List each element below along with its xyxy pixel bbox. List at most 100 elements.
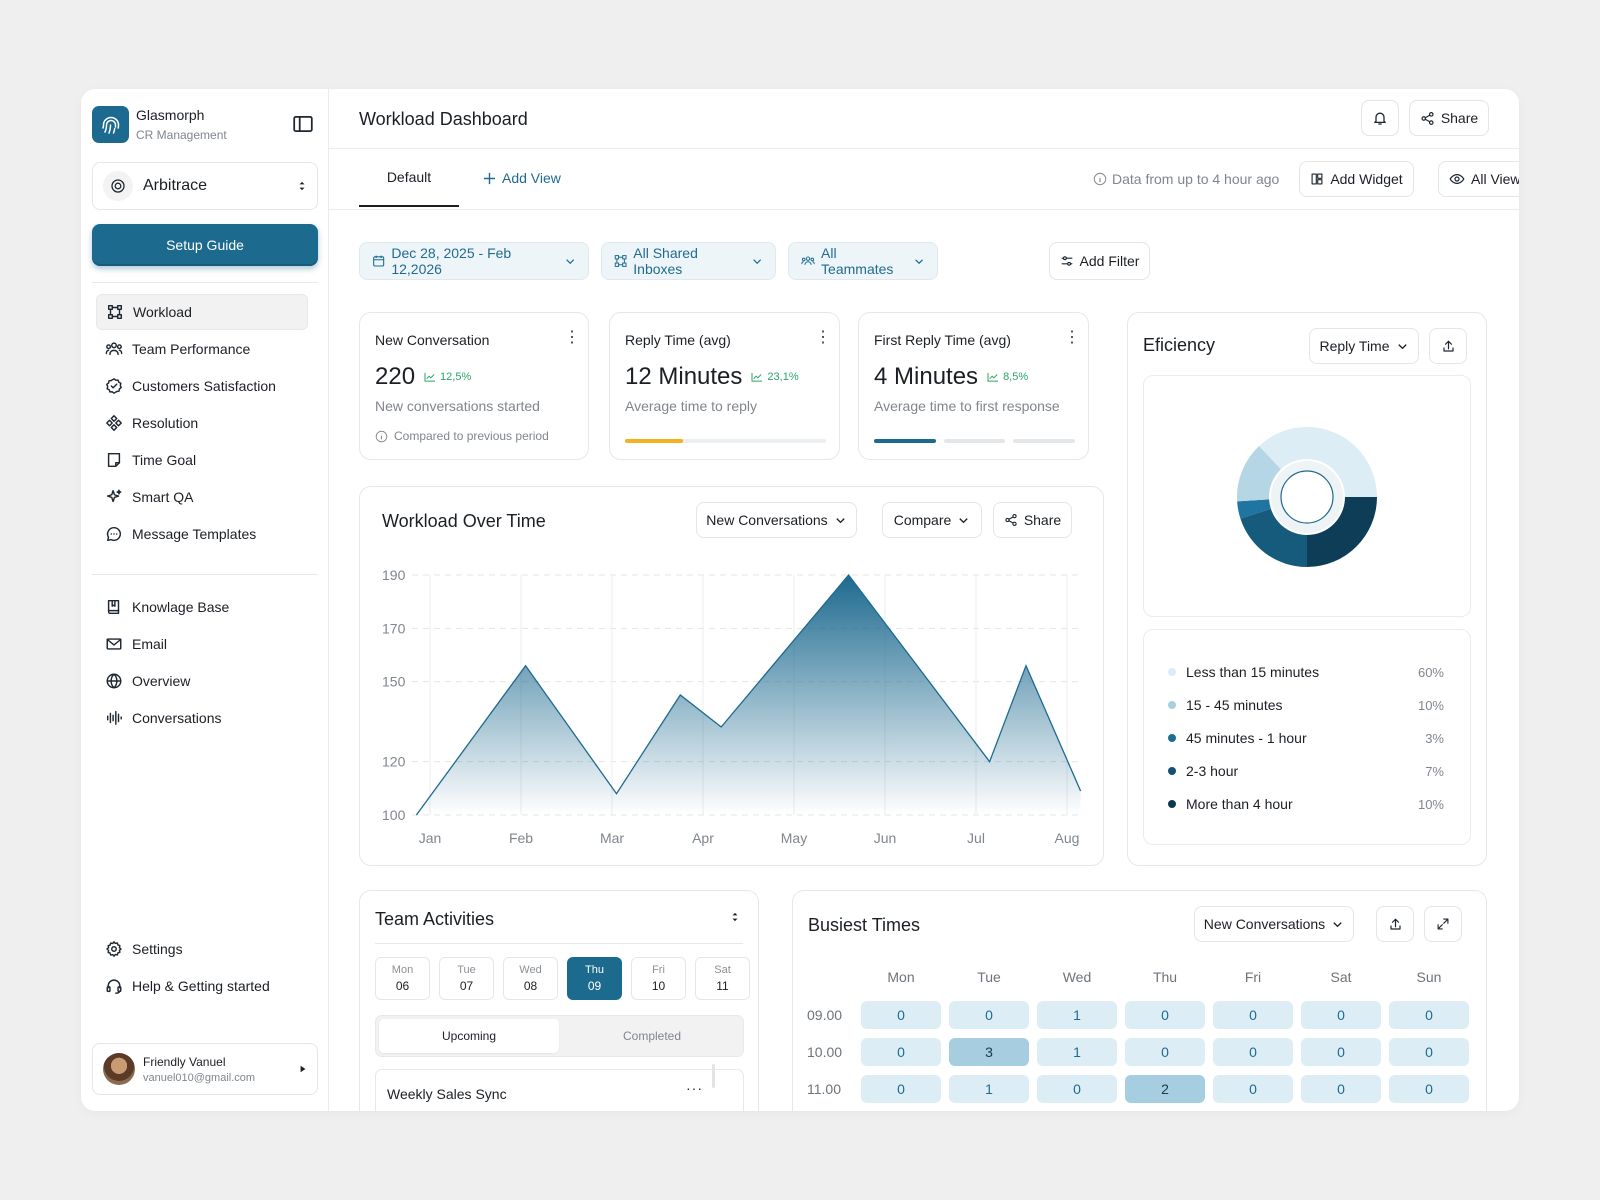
- day-fri[interactable]: Fri 10: [631, 957, 686, 1000]
- heatmap-cell[interactable]: 0: [1389, 1075, 1469, 1103]
- sort-icon[interactable]: [730, 910, 740, 924]
- stat-card: New Conversation ⋮ 220 12,5% New convers…: [359, 312, 589, 460]
- heatmap-cell[interactable]: 0: [1301, 1038, 1381, 1066]
- sidebar-item-customers-satisfaction[interactable]: Customers Satisfaction: [96, 368, 308, 404]
- heatmap-cell[interactable]: 0: [861, 1075, 941, 1103]
- team-activities-card: Team Activities Mon 06 Tue 07 Wed 08 Thu 09…: [359, 890, 759, 1111]
- scrollbar[interactable]: [712, 1064, 715, 1088]
- chevron-down-icon: [836, 517, 845, 523]
- heatmap-cell[interactable]: 0: [1213, 1075, 1293, 1103]
- heatmap-column-header: Sun: [1416, 969, 1442, 985]
- gear-icon: [106, 941, 122, 957]
- progress-segment: [874, 439, 936, 443]
- busiest-metric-dropdown[interactable]: New Conversations: [1194, 906, 1354, 942]
- more-vertical-icon[interactable]: ⋮: [815, 329, 831, 346]
- day-wed[interactable]: Wed 08: [503, 957, 558, 1000]
- compare-dropdown[interactable]: Compare: [882, 502, 982, 538]
- notifications-button[interactable]: [1361, 100, 1399, 136]
- day-number: 08: [523, 979, 538, 993]
- sidebar-item-resolution[interactable]: Resolution: [96, 405, 308, 441]
- busiest-export-button[interactable]: [1376, 906, 1414, 942]
- sidebar-toggle-icon[interactable]: [292, 113, 314, 135]
- chart-share-button[interactable]: Share: [993, 502, 1072, 538]
- sidebar-item-label: Knowlage Base: [132, 599, 230, 615]
- stat-title: First Reply Time (avg): [874, 332, 1011, 348]
- heatmap-cell[interactable]: 0: [1037, 1075, 1117, 1103]
- heatmap-cell[interactable]: 1: [1037, 1038, 1117, 1066]
- sidebar-item-time-goal[interactable]: Time Goal: [96, 442, 308, 478]
- section-divider: [375, 943, 743, 944]
- all-view-dropdown[interactable]: All View: [1438, 161, 1519, 197]
- metric-dropdown[interactable]: New Conversations: [696, 502, 857, 538]
- more-vertical-icon[interactable]: ⋮: [1064, 329, 1080, 346]
- main-content: Workload Dashboard Share Default Add Vie…: [329, 89, 1519, 1111]
- legend-dot: [1168, 701, 1176, 709]
- export-button[interactable]: [1429, 328, 1467, 364]
- x-tick-label: May: [781, 830, 807, 846]
- more-vertical-icon[interactable]: ⋮: [564, 329, 580, 346]
- heatmap-cell[interactable]: 0: [1213, 1001, 1293, 1029]
- heatmap-cell[interactable]: 0: [1389, 1001, 1469, 1029]
- chevron-down-icon: [1333, 921, 1342, 927]
- inboxes-filter[interactable]: All Shared Inboxes: [601, 242, 776, 280]
- sidebar-item-conversations[interactable]: Conversations: [96, 700, 308, 736]
- expand-button[interactable]: [1424, 906, 1462, 942]
- day-sat[interactable]: Sat 11: [695, 957, 750, 1000]
- add-filter-button[interactable]: Add Filter: [1049, 242, 1150, 280]
- heatmap-cell[interactable]: 0: [1125, 1001, 1205, 1029]
- heatmap-cell[interactable]: 0: [1301, 1001, 1381, 1029]
- sort-icon: [299, 181, 305, 191]
- y-tick-label: 150: [382, 674, 406, 690]
- y-tick-label: 120: [382, 754, 406, 770]
- setup-guide-button[interactable]: Setup Guide: [92, 224, 318, 266]
- heatmap-cell[interactable]: 1: [949, 1075, 1029, 1103]
- sidebar-item-workload[interactable]: Workload: [96, 294, 308, 330]
- sidebar-item-team-performance[interactable]: Team Performance: [96, 331, 308, 367]
- sidebar-item-help-getting-started[interactable]: Help & Getting started: [96, 968, 308, 1004]
- efficiency-metric-dropdown[interactable]: Reply Time: [1309, 328, 1419, 364]
- sidebar-item-overview[interactable]: Overview: [96, 663, 308, 699]
- heatmap-cell[interactable]: 0: [1301, 1075, 1381, 1103]
- add-view-button[interactable]: Add View: [483, 149, 561, 207]
- heatmap-cell[interactable]: 0: [949, 1001, 1029, 1029]
- add-widget-label: Add Widget: [1330, 171, 1403, 187]
- tab-default[interactable]: Default: [359, 149, 459, 207]
- heatmap-row-time: 09.00: [807, 1007, 843, 1023]
- heatmap-cell[interactable]: 0: [1389, 1038, 1469, 1066]
- more-icon[interactable]: ···: [686, 1080, 703, 1096]
- sidebar-item-email[interactable]: Email: [96, 626, 308, 662]
- heatmap-cell[interactable]: 0: [861, 1001, 941, 1029]
- add-widget-button[interactable]: Add Widget: [1299, 161, 1414, 197]
- day-thu[interactable]: Thu 09: [567, 957, 622, 1000]
- date-range-filter[interactable]: Dec 28, 2025 - Feb 12,2026: [359, 242, 589, 280]
- sidebar-item-smart-qa[interactable]: Smart QA: [96, 479, 308, 515]
- sidebar-item-settings[interactable]: Settings: [96, 931, 308, 967]
- donut-slice: [1240, 508, 1307, 567]
- sidebar-item-knowlage-base[interactable]: Knowlage Base: [96, 589, 308, 625]
- heatmap-cell[interactable]: 1: [1037, 1001, 1117, 1029]
- heatmap-cell[interactable]: 0: [1213, 1038, 1293, 1066]
- user-profile[interactable]: Friendly Vanuel vanuel010@gmail.com: [92, 1043, 318, 1095]
- x-tick-label: Jun: [874, 830, 897, 846]
- day-tue[interactable]: Tue 07: [439, 957, 494, 1000]
- header-share-label: Share: [1440, 110, 1479, 126]
- day-mon[interactable]: Mon 06: [375, 957, 430, 1000]
- teammates-filter[interactable]: All Teammates: [788, 242, 938, 280]
- header-share-button[interactable]: Share: [1409, 100, 1489, 136]
- heatmap-cell[interactable]: 3: [949, 1038, 1029, 1066]
- chart-share-label: Share: [1023, 512, 1062, 528]
- brand-logo[interactable]: [92, 106, 129, 143]
- trend-value: 23,1%: [767, 371, 799, 383]
- sidebar-item-message-templates[interactable]: Message Templates: [96, 516, 308, 552]
- heatmap-cell[interactable]: 0: [1125, 1038, 1205, 1066]
- heatmap-cell[interactable]: 0: [861, 1038, 941, 1066]
- completed-toggle[interactable]: Completed: [622, 1029, 682, 1043]
- trend-value: 12,5%: [440, 371, 472, 383]
- upcoming-toggle[interactable]: Upcoming: [379, 1019, 559, 1053]
- activity-item[interactable]: Weekly Sales Sync ···: [375, 1064, 744, 1111]
- workspace-switcher[interactable]: Arbitrace: [92, 162, 318, 210]
- heatmap-cell[interactable]: 2: [1125, 1075, 1205, 1103]
- trend-badge: 8,5%: [987, 371, 1028, 383]
- busiest-times-card: Busiest Times New Conversations Mon Tue We…: [792, 890, 1487, 1111]
- day-number: 11: [716, 979, 729, 993]
